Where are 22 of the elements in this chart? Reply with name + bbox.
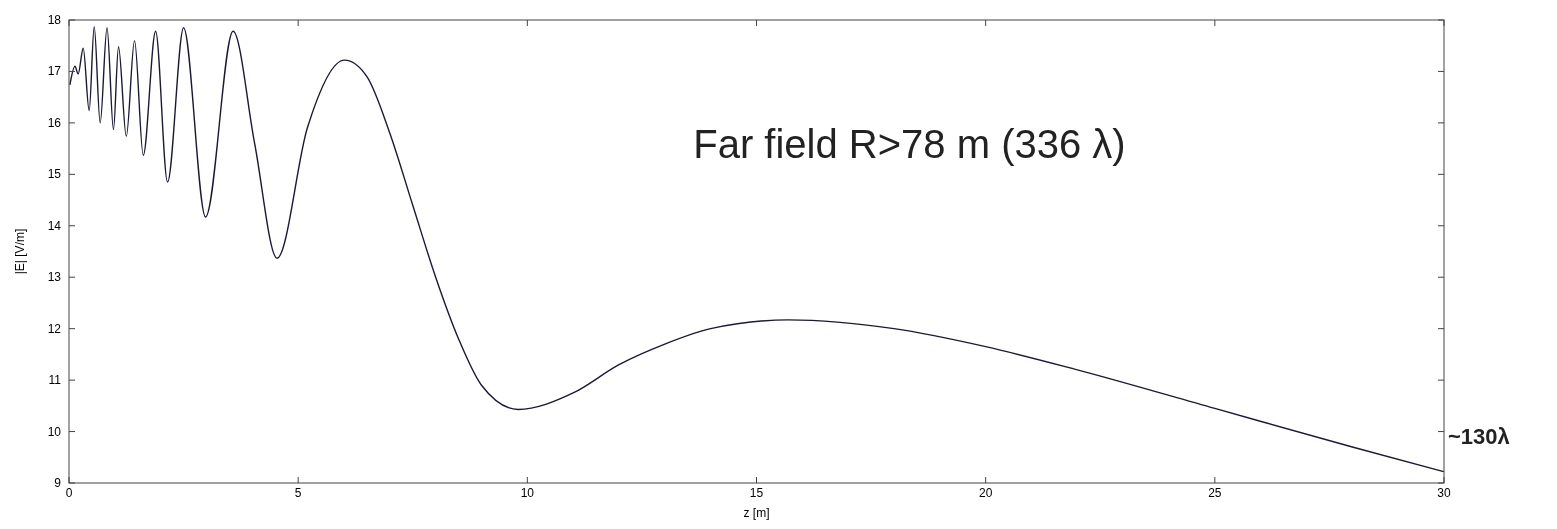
x-tick-label: 10 <box>520 486 535 500</box>
x-tick-label: 25 <box>1208 486 1222 500</box>
y-tick-label: 14 <box>47 218 62 233</box>
y-tick-label: 13 <box>47 270 62 285</box>
x-tick-label: 5 <box>294 486 302 500</box>
x-axis-title: z [m] <box>743 506 770 520</box>
y-tick-label: 18 <box>47 13 62 27</box>
y-tick-label: 15 <box>47 167 62 182</box>
y-tick-label: 12 <box>47 321 62 336</box>
y-tick-label: 10 <box>47 424 62 439</box>
y-tick-label: 9 <box>54 476 62 490</box>
y-axis-title: |E| [V/m] <box>13 228 27 275</box>
annotation: ~130λ <box>1448 423 1510 449</box>
x-tick-label: 0 <box>65 486 73 500</box>
x-tick-label: 15 <box>749 486 764 500</box>
line-series <box>69 25 1445 473</box>
x-tick-label: 30 <box>1437 486 1451 500</box>
x-tick-label: 20 <box>978 486 993 500</box>
annotation: Far field R>78 m (336 λ) <box>693 122 1126 166</box>
y-tick-label: 11 <box>48 373 62 388</box>
y-tick-label: 16 <box>47 115 62 130</box>
y-tick-label: 17 <box>47 64 62 79</box>
